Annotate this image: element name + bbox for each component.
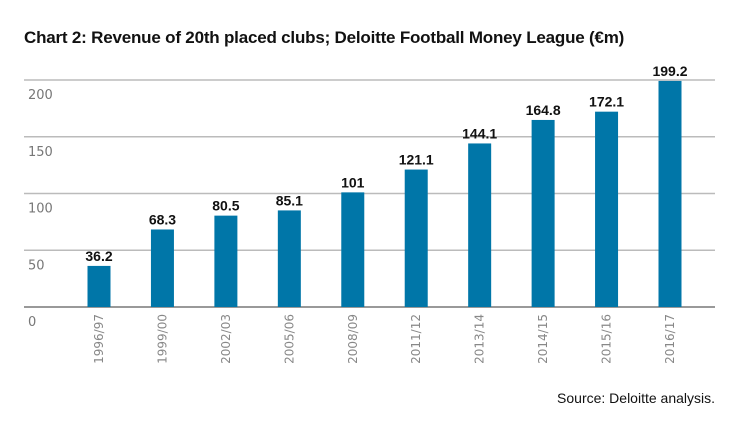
x-tick-label: 2002/03 <box>219 314 233 364</box>
data-label: 36.2 <box>85 248 112 264</box>
bar-1999/00 <box>150 229 174 307</box>
y-tick-label: 200 <box>28 88 53 103</box>
source-note: Source: Deloitte analysis. <box>557 390 715 406</box>
x-tick-label: 2013/14 <box>473 314 487 364</box>
bar-2008/09 <box>341 192 365 307</box>
data-label: 85.1 <box>276 192 303 208</box>
x-tick-label: 2014/15 <box>536 314 550 364</box>
bar-2013/14 <box>468 143 492 307</box>
data-label: 144.1 <box>462 125 497 141</box>
bar-2002/03 <box>214 215 238 307</box>
y-tick-label: 150 <box>28 145 53 160</box>
y-tick-label: 0 <box>28 315 36 330</box>
x-tick-label: 1999/00 <box>155 314 169 364</box>
bar-2011/12 <box>404 169 428 307</box>
data-label: 101 <box>341 174 365 190</box>
y-tick-label: 50 <box>28 258 45 273</box>
data-label: 172.1 <box>589 94 624 110</box>
y-tick-label: 100 <box>28 202 53 217</box>
x-tick-label: 2008/09 <box>346 314 360 364</box>
data-label: 80.5 <box>212 198 239 214</box>
x-tick-label: 2016/17 <box>663 314 677 364</box>
data-label: 199.2 <box>652 63 687 79</box>
bar-1996/97 <box>87 265 111 307</box>
bar-2005/06 <box>277 210 301 307</box>
data-label: 121.1 <box>399 152 434 168</box>
x-tick-label: 2005/06 <box>282 314 296 364</box>
x-tick-label: 2015/16 <box>600 314 614 364</box>
bar-2016/17 <box>658 80 682 308</box>
data-label: 68.3 <box>149 211 176 227</box>
x-tick-label: 1996/97 <box>92 314 106 364</box>
bar-2015/16 <box>595 111 619 307</box>
data-label: 164.8 <box>526 102 561 118</box>
bar-2014/15 <box>531 119 555 308</box>
x-tick-label: 2011/12 <box>409 314 423 364</box>
chart-title: Chart 2: Revenue of 20th placed clubs; D… <box>24 28 625 47</box>
